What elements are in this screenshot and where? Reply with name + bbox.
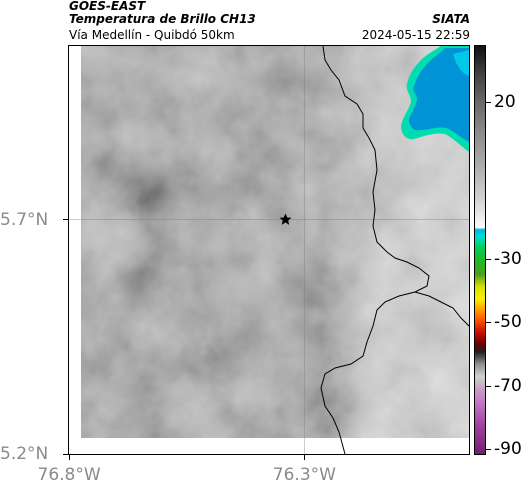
star-marker (279, 213, 292, 225)
colorbar-tick-mark (486, 322, 491, 324)
cold-cloud-top (401, 46, 469, 152)
grid-lines (69, 46, 469, 454)
x-tick-label: 76.3°W (272, 465, 336, 485)
satellite-map[interactable] (69, 46, 469, 454)
colorbar-tick-mark (486, 448, 491, 450)
colorbar-tick-label: -30 (494, 249, 522, 270)
region-subtitle: Vía Medellín - Quibdó 50km (69, 28, 235, 42)
map-panel[interactable] (68, 45, 470, 455)
organization-label: SIATA (432, 12, 470, 26)
colorbar-tick-mark (486, 259, 491, 261)
y-tick-mark (63, 219, 68, 221)
cloud-core-shape (409, 48, 469, 142)
colorbar-tick-label: -90 (494, 438, 522, 459)
y-tick-label: 5.2°N (0, 444, 49, 464)
timestamp-label: 2024-05-15 22:59 (361, 28, 470, 42)
y-tick-label: 5.7°N (0, 209, 49, 230)
x-tick-mark (68, 455, 70, 460)
x-tick-label: 76.8°W (37, 465, 101, 485)
cloud-peak-shape (453, 50, 469, 76)
colorbar-tick-label: -50 (494, 312, 522, 333)
product-title: Temperatura de Brillo CH13 (69, 12, 256, 26)
colorbar (474, 45, 486, 455)
colorbar-tick-mark (486, 102, 491, 104)
brightness-temperature-field (81, 46, 469, 438)
y-tick-mark (63, 453, 68, 455)
department-boundary (320, 46, 430, 454)
colorbar-tick-label: 20 (494, 92, 516, 113)
colorbar-tick-label: -70 (494, 375, 522, 396)
satellite-title: GOES-EAST (69, 0, 146, 13)
colorbar-tick-mark (486, 385, 491, 387)
boundary-branch (414, 291, 469, 327)
x-tick-mark (303, 455, 305, 460)
